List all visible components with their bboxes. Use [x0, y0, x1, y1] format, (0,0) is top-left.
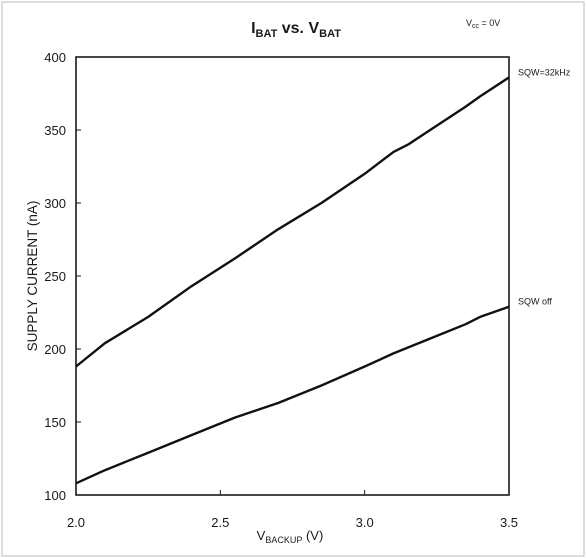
- y-axis-label: SUPPLY CURRENT (nA): [25, 201, 40, 352]
- series-labels: SQW=32kHz SQW off: [518, 67, 571, 306]
- y-tick-label: 400: [44, 50, 66, 65]
- x-axis-ticks: 2.0 2.5 3.0 3.5: [67, 490, 518, 530]
- y-tick-label: 300: [44, 196, 66, 211]
- x-tick-label: 2.5: [211, 515, 229, 530]
- series-label-1: SQW=32kHz: [518, 67, 571, 77]
- series-lines: [75, 76, 510, 485]
- x-tick-label: 3.5: [500, 515, 518, 530]
- chart-title: IBAT vs. VBAT: [251, 20, 341, 40]
- y-tick-label: 150: [44, 415, 66, 430]
- y-tick-label: 200: [44, 342, 66, 357]
- condition-label: Vcc = 0V: [466, 18, 500, 30]
- y-tick-label: 350: [44, 123, 66, 138]
- y-tick-label: 100: [44, 488, 66, 503]
- x-axis-label: VBACKUP (V): [257, 528, 324, 545]
- x-tick-label: 3.0: [356, 515, 374, 530]
- y-tick-label: 250: [44, 269, 66, 284]
- series-line-2: [75, 305, 510, 485]
- x-tick-label: 2.0: [67, 515, 85, 530]
- y-axis-ticks: 100 150 200 250 300 350 400: [44, 50, 81, 503]
- series-line-1: [75, 76, 510, 368]
- series-label-2: SQW off: [518, 297, 552, 307]
